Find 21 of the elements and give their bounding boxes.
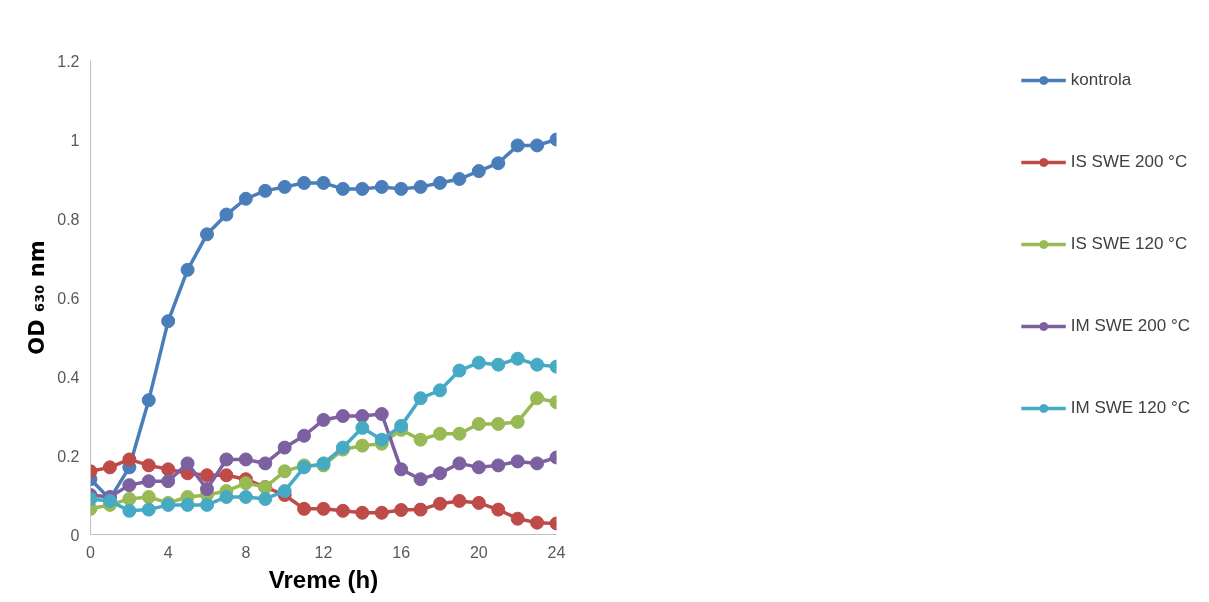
- y-tick-label: 0.6: [57, 289, 80, 307]
- y-axis-title: OD ₆₃₀ nm: [25, 240, 50, 355]
- y-tick-label: 1: [70, 131, 80, 149]
- x-tick-label: 24: [547, 543, 566, 561]
- legend-label: IS SWE 120 °C: [1070, 234, 1188, 254]
- y-tick-label: 1.2: [57, 52, 80, 70]
- legend-label: IM SWE 200 °C: [1070, 316, 1190, 336]
- x-tick-label: 20: [469, 543, 488, 561]
- y-tick-label: 0: [70, 526, 80, 544]
- x-tick-label: 4: [163, 543, 173, 561]
- x-tick-label: 12: [314, 543, 333, 561]
- x-tick-label: 0: [86, 543, 96, 561]
- y-tick-label: 0.8: [57, 210, 80, 228]
- x-tick-label: 16: [392, 543, 411, 561]
- legend-label: IS SWE 200 °C: [1070, 152, 1188, 172]
- x-axis-title: Vreme (h): [268, 565, 379, 593]
- y-tick-label: 0.4: [57, 368, 80, 386]
- x-tick-label: 8: [241, 543, 251, 561]
- legend-label: IM SWE 120 °C: [1070, 398, 1190, 418]
- y-tick-label: 0.2: [57, 447, 80, 465]
- legend-label: kontrola: [1070, 70, 1132, 90]
